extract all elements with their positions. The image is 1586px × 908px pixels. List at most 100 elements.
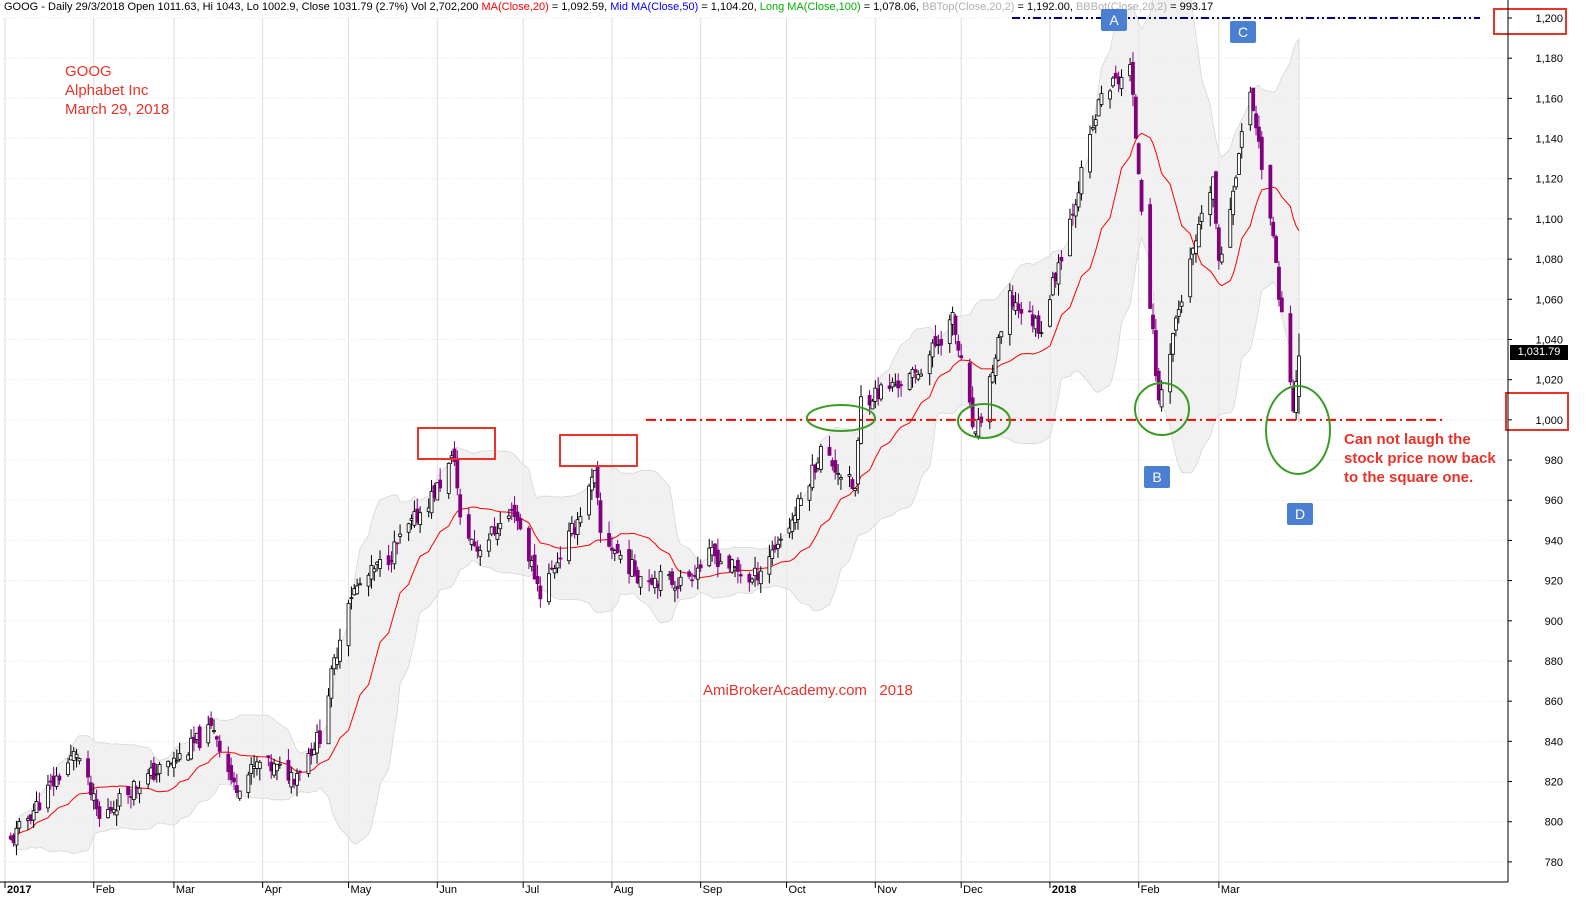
candle-body (217, 740, 222, 752)
candle-down (1148, 197, 1153, 309)
candle-body (758, 570, 763, 585)
candle-up (172, 751, 176, 777)
candle-up (1039, 321, 1044, 338)
highlight-box-1000 (1505, 392, 1569, 431)
candle-body (947, 319, 952, 344)
candle-body (94, 799, 99, 810)
candle-up (498, 512, 503, 537)
candle-body (1036, 315, 1041, 334)
candle-up (1073, 199, 1078, 228)
candle-body (670, 571, 674, 585)
candle-body (930, 342, 935, 358)
candle-body (358, 583, 362, 586)
candle-body (492, 526, 497, 535)
candle-down (538, 576, 543, 608)
candle-body (598, 500, 603, 533)
candle-body (847, 474, 852, 477)
candle-up (486, 533, 491, 558)
candle-down (850, 476, 855, 490)
candle-body (74, 753, 79, 758)
candle-up (678, 569, 683, 592)
candle-down (266, 755, 271, 767)
axes: 780 800 820 840 860 880 900 920 940 960 980 1,000 1,… (0, 0, 1563, 896)
candle-body (1277, 266, 1281, 300)
candle-body (687, 571, 692, 577)
y-tick-label: 1,040 (1535, 334, 1563, 346)
candle-body (853, 487, 858, 491)
candle-down (192, 726, 196, 752)
candle-body (1093, 119, 1098, 127)
candle-body (277, 763, 282, 766)
candle-up (836, 464, 840, 486)
candle-up (306, 747, 311, 778)
candle-down (615, 540, 620, 554)
candle-body (1111, 77, 1115, 87)
y-tick-label: 920 (1545, 576, 1563, 588)
x-tick-label: 2018 (1052, 884, 1076, 896)
candle-body (1079, 166, 1084, 195)
candle-up (996, 334, 1001, 362)
candle-down (1268, 164, 1273, 226)
candle-down (738, 563, 743, 584)
header-lo: Lo 1002.9, (246, 1, 299, 13)
candle-up (446, 462, 451, 499)
y-tick-label: 1,200 (1535, 13, 1563, 25)
candle-down (126, 786, 131, 804)
candle-body (1076, 192, 1081, 208)
candle-body (618, 554, 623, 560)
candle-down (967, 358, 972, 407)
header-bbtop-label: BBTop(Close,20,2) (922, 1, 1015, 13)
bollinger-bands (10, 0, 1300, 855)
candle-up (249, 757, 254, 785)
y-tick-label: 860 (1545, 696, 1563, 708)
candle-up (778, 533, 783, 548)
candle-up (506, 508, 511, 522)
candle-body (478, 550, 483, 557)
candle-body (790, 519, 795, 532)
badge-c: C (1230, 21, 1256, 43)
candle-up (567, 522, 571, 565)
candle-up (1236, 152, 1241, 175)
candle-up (976, 407, 981, 440)
candle-body (987, 376, 992, 423)
candle-body (1199, 212, 1204, 222)
candle-body (867, 395, 872, 406)
candle-down (1288, 305, 1293, 386)
candle-up (1228, 197, 1233, 248)
candle-body (1257, 126, 1261, 142)
candle-down (833, 449, 838, 480)
candle-up (275, 764, 279, 781)
candle-up (1108, 88, 1112, 109)
candle-body (372, 568, 377, 573)
candle-down (197, 724, 202, 751)
candle-body (329, 668, 334, 699)
candle-up (758, 566, 763, 593)
candle-body (575, 519, 580, 535)
candle-down (1251, 87, 1256, 112)
candle-body (209, 717, 214, 726)
candle-down (94, 789, 99, 817)
candle-body (747, 574, 752, 583)
candle-body (690, 579, 694, 582)
candle-up (358, 577, 362, 586)
candle-down (234, 773, 239, 798)
candle-up (478, 544, 483, 566)
candle-up (1168, 343, 1173, 404)
candle-body (378, 559, 382, 569)
circle-october (806, 404, 876, 432)
candle-down (953, 314, 958, 345)
candle-body (266, 755, 271, 758)
candle-body (37, 802, 42, 811)
candle-body (154, 773, 159, 776)
candle-up (839, 474, 843, 490)
candle-up (366, 572, 371, 597)
candle-body (406, 523, 411, 533)
candle-body (1090, 127, 1095, 130)
candle-up (1294, 369, 1299, 421)
candle-body (395, 542, 400, 545)
x-tick-label: Sep (703, 884, 723, 896)
candle-body (97, 806, 102, 819)
ma20-line (10, 132, 1300, 842)
x-tick-label: Mar (176, 884, 195, 896)
candle-up (174, 749, 179, 764)
